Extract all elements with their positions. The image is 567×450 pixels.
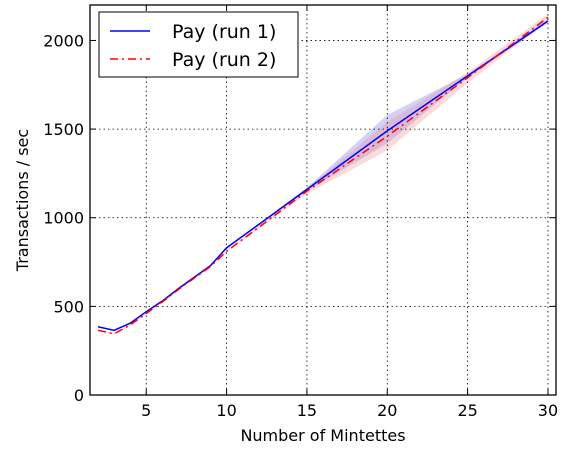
x-axis-label: Number of Mintettes: [240, 426, 405, 445]
confidence-band-series-1: [98, 19, 548, 331]
legend-label-series-1: Pay (run 1): [172, 21, 276, 43]
y-axis-label: Transactions / sec: [13, 129, 32, 272]
plot-frame: [89, 4, 557, 396]
confidence-band-series-2: [98, 13, 548, 335]
x-tick-label: 5: [141, 401, 151, 420]
series-lines: [97, 16, 549, 335]
x-tick-label: 10: [216, 401, 236, 420]
x-tick-label: 25: [457, 401, 477, 420]
x-tick-label: 15: [297, 401, 317, 420]
series-line-2: [97, 16, 549, 335]
legend-label-series-2: Pay (run 2): [172, 49, 276, 71]
y-tick-label: 0: [74, 386, 84, 405]
y-tick-label: 1000: [43, 209, 84, 228]
y-tick-label: 1500: [43, 120, 84, 139]
axis-ticks: 5 10 15 20 25 30 0 500 1000 1500 2000: [43, 5, 558, 420]
y-tick-label: 2000: [43, 31, 84, 50]
legend-box: [98, 11, 299, 78]
x-tick-label: 30: [538, 401, 558, 420]
legend: Pay (run 1) Pay (run 2): [98, 11, 299, 78]
y-tick-label: 500: [53, 297, 84, 316]
confidence-bands: [98, 13, 548, 335]
x-tick-label: 20: [377, 401, 397, 420]
